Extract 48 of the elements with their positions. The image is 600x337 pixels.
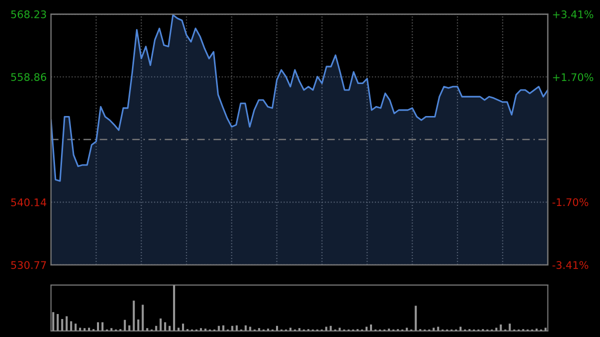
- bar: [289, 328, 292, 331]
- bar: [124, 320, 126, 331]
- bar: [406, 328, 408, 331]
- bar: [258, 328, 260, 331]
- bar: [370, 324, 372, 331]
- bar: [88, 328, 90, 331]
- bar: [325, 326, 328, 331]
- y2-tick-label: -3.41%: [552, 261, 588, 269]
- bar: [222, 325, 224, 331]
- y-tick-label: 540.14: [11, 198, 46, 206]
- bar: [52, 312, 54, 331]
- y2-tick-label: +3.41%: [553, 10, 594, 18]
- bar: [56, 314, 59, 331]
- bar: [178, 328, 180, 331]
- bar: [142, 304, 144, 331]
- bar: [236, 325, 238, 331]
- bar: [137, 319, 140, 331]
- bar: [160, 318, 162, 331]
- bar: [146, 328, 148, 331]
- bar: [432, 328, 435, 331]
- bar: [79, 328, 82, 331]
- bar: [414, 306, 417, 331]
- bar: [70, 321, 72, 331]
- bar: [338, 328, 341, 331]
- bar: [128, 325, 130, 331]
- y2-tick-label: -1.70%: [552, 198, 588, 206]
- bar: [500, 324, 502, 331]
- bar: [173, 285, 176, 331]
- bar: [182, 324, 184, 331]
- bar: [495, 328, 498, 331]
- bar: [74, 324, 77, 331]
- bar: [132, 300, 135, 331]
- bar: [164, 322, 166, 331]
- bar: [298, 328, 300, 331]
- bar: [544, 328, 547, 331]
- bar: [244, 325, 247, 331]
- y2-tick-label: +1.70%: [553, 73, 594, 82]
- bar: [61, 319, 64, 331]
- bar: [66, 316, 68, 331]
- bar: [110, 328, 112, 331]
- bar: [200, 328, 202, 331]
- bar: [96, 322, 99, 331]
- y-tick-label: 530.77: [11, 261, 46, 269]
- y-tick-label: 558.86: [11, 73, 46, 81]
- bar: [508, 324, 511, 331]
- bar: [101, 322, 104, 331]
- bar: [84, 328, 86, 331]
- y-tick-label: 568.23: [11, 10, 46, 18]
